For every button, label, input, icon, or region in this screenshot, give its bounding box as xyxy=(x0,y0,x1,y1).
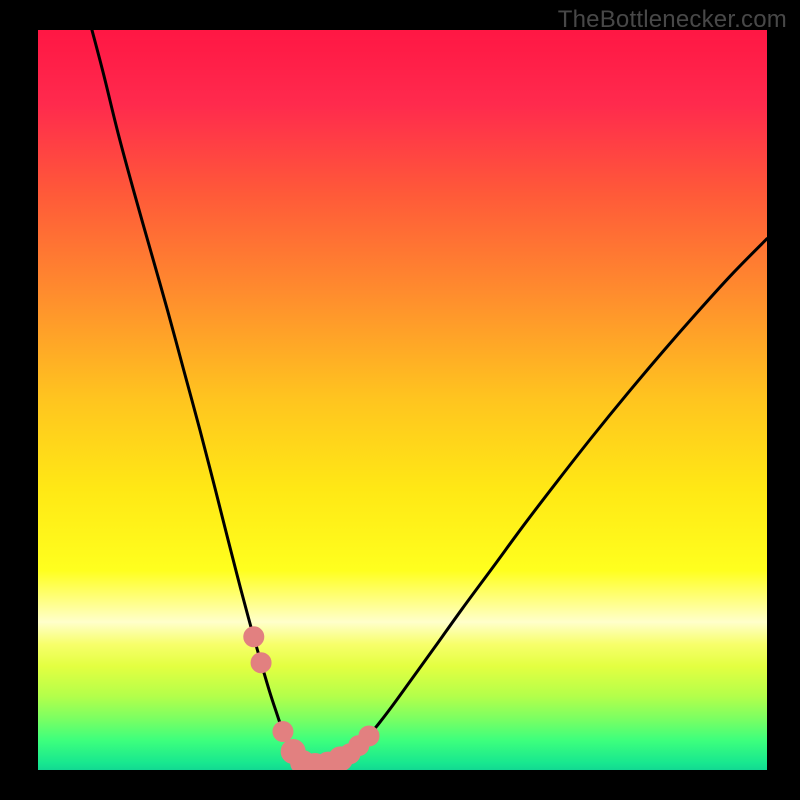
curve-marker-left xyxy=(244,627,264,647)
gradient-background xyxy=(38,30,767,770)
curve-marker-right xyxy=(359,726,379,746)
curve-marker-left xyxy=(251,653,271,673)
bottleneck-chart xyxy=(38,30,767,770)
chart-frame: TheBottlenecker.com xyxy=(0,0,800,800)
valley-marker xyxy=(273,722,293,742)
